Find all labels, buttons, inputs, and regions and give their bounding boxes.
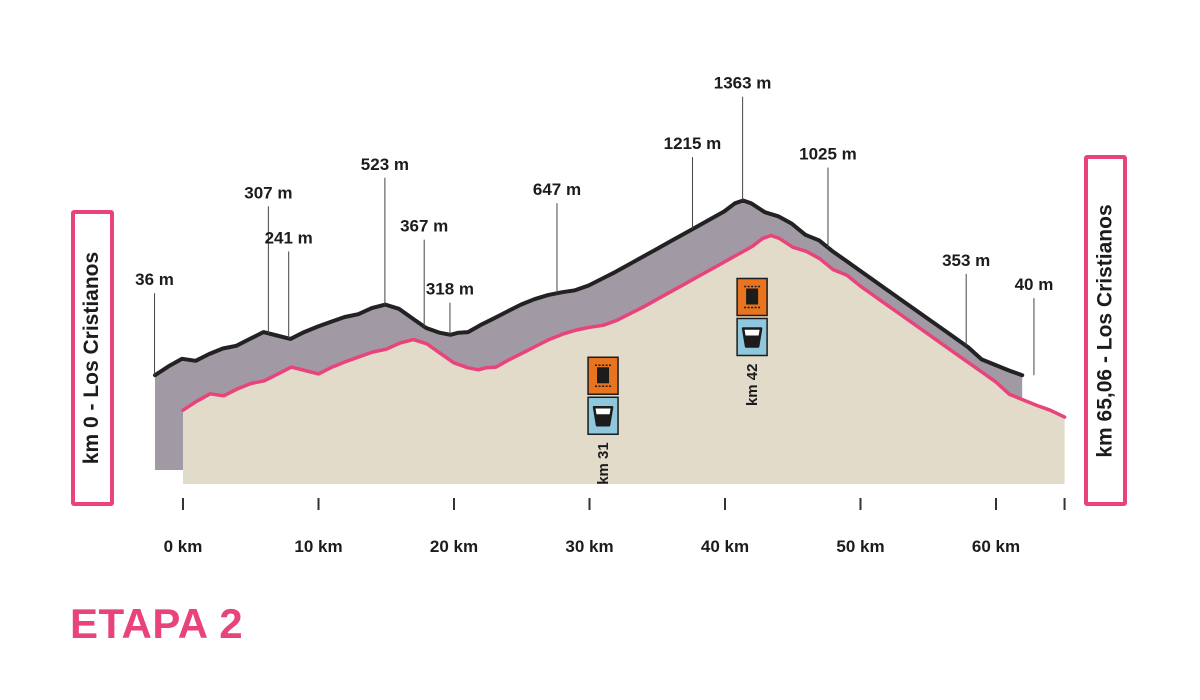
stage-title: ETAPA 2 — [70, 600, 244, 647]
elevation-label: 36 m — [135, 270, 174, 289]
elevation-label: 367 m — [400, 217, 448, 236]
elevation-label: 241 m — [265, 228, 313, 247]
elevation-label: 523 m — [361, 155, 409, 174]
x-tick-label: 10 km — [294, 537, 342, 556]
elevation-label: 40 m — [1015, 275, 1054, 294]
x-tick-label: 40 km — [701, 537, 749, 556]
aid-station: km 42 — [736, 277, 768, 406]
aid-station: km 31 — [587, 356, 619, 485]
elevation-label: 1215 m — [664, 134, 722, 153]
elevation-label: 1363 m — [714, 74, 772, 93]
food-icon — [587, 356, 619, 396]
start-label-box: km 0 - Los Cristianos — [71, 210, 114, 506]
x-tick-label: 20 km — [430, 537, 478, 556]
water-icon — [736, 317, 768, 357]
aid-stations: km 31 km 42 — [587, 277, 768, 485]
water-icon — [587, 396, 619, 436]
food-icon — [736, 277, 768, 317]
end-label: km 65,06 - Los Cristianos — [1093, 203, 1117, 458]
profile-areas — [153, 198, 1067, 484]
elevation-label: 307 m — [244, 183, 292, 202]
aid-station-label: km 42 — [744, 363, 761, 406]
lower-profile-area — [183, 235, 1065, 484]
aid-station-label: km 31 — [595, 442, 612, 485]
elevation-label: 353 m — [942, 251, 990, 270]
elevation-label: 1025 m — [799, 145, 857, 164]
upper-ridge-line — [153, 198, 1025, 378]
elevation-label: 647 m — [533, 180, 581, 199]
elevation-labels: 36 m 307 m 241 m 523 m 367 m 318 m 647 m 1215 m… — [135, 74, 1053, 376]
x-tick-label: 0 km — [164, 537, 203, 556]
elevation-line — [181, 233, 1067, 419]
x-tick-label: 30 km — [565, 537, 613, 556]
x-tick-label: 50 km — [836, 537, 884, 556]
x-tick-label: 60 km — [972, 537, 1020, 556]
start-label: km 0 - Los Cristianos — [80, 251, 104, 465]
end-label-box: km 65,06 - Los Cristianos — [1084, 155, 1127, 506]
x-axis: 0 km 10 km 20 km 30 km 40 km 50 km 60 km — [164, 498, 1066, 556]
elevation-label: 318 m — [426, 280, 474, 299]
